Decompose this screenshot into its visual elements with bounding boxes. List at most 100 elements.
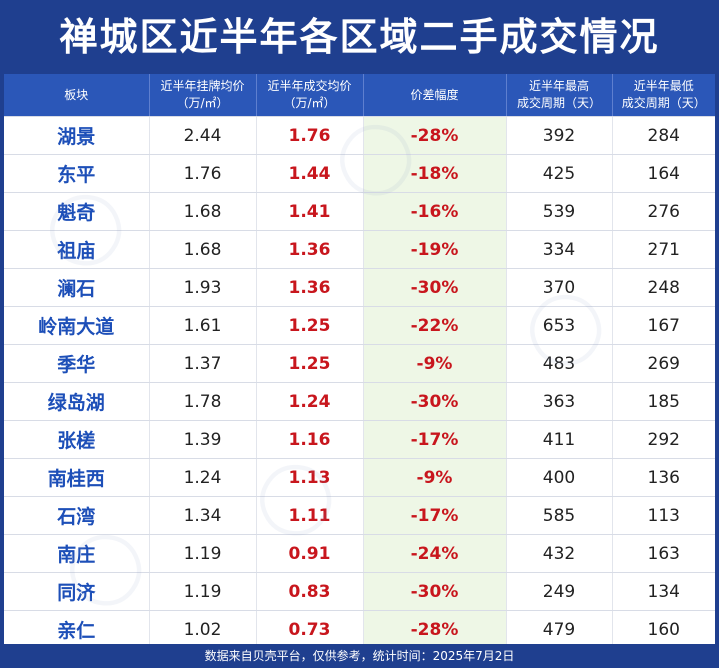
max-cycle-cell: 249 — [506, 572, 613, 611]
listing-price-cell: 1.02 — [149, 610, 257, 644]
header-label: 近半年挂牌均价 — [160, 79, 245, 93]
header-area: 板块 — [4, 74, 150, 117]
max-cycle-cell: 363 — [506, 382, 613, 421]
max-cycle-cell: 370 — [506, 268, 613, 307]
price-diff-cell: -9% — [363, 344, 507, 383]
area-name-cell: 亲仁 — [4, 610, 150, 644]
deal-price-cell: 1.25 — [256, 306, 364, 345]
area-name-cell: 同济 — [4, 572, 150, 611]
min-cycle-cell: 136 — [612, 458, 715, 497]
price-diff-cell: -24% — [363, 534, 507, 573]
deal-price-cell: 1.11 — [256, 496, 364, 535]
listing-price-cell: 1.24 — [149, 458, 257, 497]
header-label: 价差幅度 — [410, 87, 459, 102]
max-cycle-cell: 539 — [506, 192, 613, 231]
deal-price-cell: 1.44 — [256, 154, 364, 193]
deal-price-cell: 1.36 — [256, 230, 364, 269]
area-name-cell: 岭南大道 — [4, 306, 150, 345]
listing-price-cell: 1.78 — [149, 382, 257, 421]
area-name-cell: 湖景 — [4, 116, 150, 155]
price-diff-cell: -30% — [363, 382, 507, 421]
table-container: ◯ ◯ ◯ ◯ ◯ 板块近半年挂牌均价（万/㎡）近半年成交均价（万/㎡）价差幅度… — [4, 74, 715, 644]
min-cycle-cell: 113 — [612, 496, 715, 535]
min-cycle-cell: 134 — [612, 572, 715, 611]
deal-price-cell: 0.91 — [256, 534, 364, 573]
table-row: 张槎 1.39 1.16 -17% 411 292 — [4, 420, 715, 459]
table-row: 澜石 1.93 1.36 -30% 370 248 — [4, 268, 715, 307]
header-max-cycle: 近半年最高成交周期（天） — [506, 74, 613, 117]
header-listing-price: 近半年挂牌均价 （万/㎡） — [149, 74, 257, 117]
table-row: 魁奇 1.68 1.41 -16% 539 276 — [4, 192, 715, 231]
table-row: 南庄 1.19 0.91 -24% 432 163 — [4, 534, 715, 573]
listing-price-cell: 1.34 — [149, 496, 257, 535]
listing-price-cell: 1.19 — [149, 572, 257, 611]
table-body: 湖景 2.44 1.76 -28% 392 284 东平 1.76 1.44 -18% 425 164… — [4, 116, 715, 644]
table-row: 湖景 2.44 1.76 -28% 392 284 — [4, 116, 715, 155]
min-cycle-cell: 164 — [612, 154, 715, 193]
listing-price-cell: 1.39 — [149, 420, 257, 459]
max-cycle-cell: 483 — [506, 344, 613, 383]
header-label: 近半年最高 — [528, 79, 589, 93]
area-name-cell: 石湾 — [4, 496, 150, 535]
area-name-cell: 南庄 — [4, 534, 150, 573]
min-cycle-cell: 185 — [612, 382, 715, 421]
deal-price-cell: 1.25 — [256, 344, 364, 383]
price-diff-cell: -17% — [363, 420, 507, 459]
listing-price-cell: 1.37 — [149, 344, 257, 383]
max-cycle-cell: 392 — [506, 116, 613, 155]
min-cycle-cell: 271 — [612, 230, 715, 269]
price-diff-cell: -19% — [363, 230, 507, 269]
deal-price-cell: 0.83 — [256, 572, 364, 611]
min-cycle-cell: 284 — [612, 116, 715, 155]
area-name-cell: 祖庙 — [4, 230, 150, 269]
header-unit: 成交周期（天） — [516, 96, 601, 110]
page-title: 禅城区近半年各区域二手成交情况 — [59, 15, 660, 59]
max-cycle-cell: 585 — [506, 496, 613, 535]
price-diff-cell: -9% — [363, 458, 507, 497]
deal-price-cell: 0.73 — [256, 610, 364, 644]
deal-price-cell: 1.76 — [256, 116, 364, 155]
table-header-row: 板块 近半年挂牌均价 （万/㎡） 近半年成交均价 （万/㎡） 价差幅度 近半年最高成交周期（… — [4, 74, 715, 117]
header-unit: （万/㎡） — [283, 96, 336, 110]
min-cycle-cell: 167 — [612, 306, 715, 345]
area-name-cell: 南桂西 — [4, 458, 150, 497]
price-diff-cell: -28% — [363, 610, 507, 644]
header-unit: 成交周期（天） — [621, 96, 706, 110]
table-row: 石湾 1.34 1.11 -17% 585 113 — [4, 496, 715, 535]
listing-price-cell: 1.19 — [149, 534, 257, 573]
source-footnote: 数据来自贝壳平台，仅供参考，统计时间：2025年7月2日 — [204, 649, 515, 663]
header-label: 近半年成交均价 — [267, 79, 352, 93]
header-label: 板块 — [64, 87, 89, 102]
area-name-cell: 东平 — [4, 154, 150, 193]
price-diff-cell: -17% — [363, 496, 507, 535]
table-row: 南桂西 1.24 1.13 -9% 400 136 — [4, 458, 715, 497]
max-cycle-cell: 653 — [506, 306, 613, 345]
min-cycle-cell: 160 — [647, 619, 680, 640]
header-min-cycle: 近半年最低成交周期（天） — [612, 74, 715, 117]
header-unit: （万/㎡） — [176, 96, 229, 110]
min-cycle-cell: 276 — [612, 192, 715, 231]
table-row: 东平 1.76 1.44 -18% 425 164 — [4, 154, 715, 193]
deal-price-cell: 1.13 — [256, 458, 364, 497]
max-cycle-cell: 479 — [506, 610, 613, 644]
deal-price-cell: 1.36 — [256, 268, 364, 307]
max-cycle-cell: 425 — [506, 154, 613, 193]
listing-price-cell: 1.61 — [149, 306, 257, 345]
area-name-cell: 澜石 — [4, 268, 150, 307]
min-cycle-cell: 269 — [612, 344, 715, 383]
deal-price-cell: 1.41 — [256, 192, 364, 231]
table-row: 同济 1.19 0.83 -30% 249 134 — [4, 572, 715, 611]
listing-price-cell: 1.93 — [149, 268, 257, 307]
price-diff-cell: -28% — [363, 116, 507, 155]
header-label: 近半年最低 — [633, 79, 694, 93]
table-row: 祖庙 1.68 1.36 -19% 334 271 — [4, 230, 715, 269]
table-row: 岭南大道 1.61 1.25 -22% 653 167 — [4, 306, 715, 345]
price-diff-cell: -16% — [363, 192, 507, 231]
area-name-cell: 绿岛湖 — [4, 382, 150, 421]
max-cycle-cell: 411 — [506, 420, 613, 459]
min-cycle-cell: 163 — [612, 534, 715, 573]
deal-price-cell: 1.24 — [256, 382, 364, 421]
header-price-diff: 价差幅度 — [363, 74, 507, 117]
price-diff-cell: -30% — [363, 572, 507, 611]
